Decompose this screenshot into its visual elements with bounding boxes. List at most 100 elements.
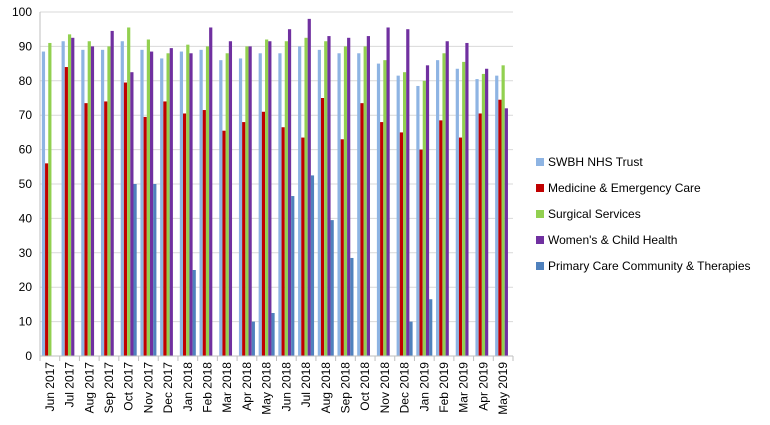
bar	[495, 75, 499, 356]
bar	[205, 46, 210, 357]
legend-swatch	[536, 262, 544, 270]
bar	[90, 46, 95, 357]
bar	[84, 103, 88, 356]
bar	[350, 257, 354, 356]
bar	[160, 58, 164, 356]
bar	[245, 46, 249, 357]
bar	[343, 46, 348, 357]
gridlines	[40, 11, 513, 323]
bar	[120, 41, 124, 357]
bar	[258, 53, 262, 356]
bar	[307, 18, 311, 356]
bar	[64, 67, 68, 356]
legend: SWBH NHS Trust Medicine & Emergency Care S…	[536, 155, 751, 273]
bar	[287, 29, 292, 356]
bar	[41, 51, 46, 357]
x-tick-label: Sep 2017	[102, 362, 116, 414]
bar	[419, 149, 423, 356]
bar	[485, 68, 489, 356]
bar	[386, 27, 390, 356]
bar	[396, 75, 400, 356]
bar	[357, 53, 361, 356]
bar	[48, 42, 52, 357]
bar	[445, 41, 449, 357]
bar	[406, 29, 410, 356]
x-tick-label: Oct 2018	[358, 362, 372, 411]
bar	[380, 122, 384, 356]
bar	[498, 99, 502, 356]
bar	[261, 111, 266, 356]
x-tick-label: Oct 2017	[122, 362, 136, 411]
legend-label: SWBH NHS Trust	[548, 155, 643, 169]
bar	[202, 110, 206, 356]
bar	[228, 41, 233, 357]
bar	[442, 53, 446, 356]
bar	[248, 46, 252, 357]
y-tick-label: 30	[19, 246, 33, 260]
x-tick-label: Sep 2018	[338, 362, 352, 414]
bar	[107, 46, 111, 357]
y-tick-label: 90	[19, 39, 33, 53]
legend-swatch	[536, 210, 544, 218]
x-tick-label: Aug 2018	[319, 362, 333, 414]
x-tick-label: Jan 2018	[181, 362, 195, 412]
x-tick-label: Aug 2017	[82, 362, 96, 414]
x-tick-label: Jul 2017	[63, 362, 77, 408]
bar	[127, 27, 131, 356]
bar	[130, 72, 134, 356]
y-tick-label: 100	[12, 5, 32, 19]
bar	[347, 37, 351, 357]
x-tick-label: Nov 2017	[141, 362, 155, 414]
bar	[409, 321, 413, 356]
x-tick-label: Feb 2018	[201, 362, 215, 413]
y-tick-label: 60	[19, 143, 33, 157]
legend-swatch	[536, 158, 544, 166]
bar	[416, 85, 420, 357]
y-tick-label: 40	[19, 211, 33, 225]
bar	[462, 61, 466, 356]
x-tick-label: Jul 2018	[299, 362, 313, 408]
bar	[399, 132, 404, 356]
legend-swatch	[536, 184, 544, 192]
bar	[360, 103, 364, 356]
bar	[110, 30, 114, 356]
y-tick-label: 10	[19, 315, 33, 329]
bar	[67, 34, 72, 357]
bar	[81, 49, 85, 357]
x-tick-label: Feb 2019	[437, 362, 451, 413]
x-tick-label: Jun 2017	[43, 362, 57, 412]
y-tick-label: 20	[19, 280, 33, 294]
bar	[242, 122, 246, 356]
bar	[133, 184, 137, 356]
legend-swatch	[536, 236, 544, 244]
bar	[219, 60, 223, 356]
bar	[425, 65, 430, 356]
bar	[149, 51, 154, 357]
bar	[166, 53, 170, 356]
y-tick-label: 80	[19, 74, 33, 88]
x-tick-label: Apr 2018	[240, 362, 254, 411]
bar	[291, 196, 295, 356]
bar	[183, 113, 187, 356]
x-tick-label: Apr 2019	[476, 362, 490, 411]
legend-label: Primary Care Community & Therapies	[548, 259, 751, 273]
bar	[45, 163, 49, 356]
y-tick-label: 0	[25, 349, 32, 363]
x-tick-label: Nov 2018	[378, 362, 392, 414]
axes	[39, 12, 514, 361]
bar	[298, 46, 302, 357]
x-tick-label: Mar 2019	[457, 362, 471, 413]
bar	[61, 41, 65, 357]
bar	[320, 98, 325, 356]
x-tick-label: Dec 2018	[398, 362, 412, 414]
bar	[436, 60, 440, 356]
bar	[192, 270, 196, 356]
bar	[281, 127, 285, 357]
bar	[222, 130, 226, 356]
bar	[422, 80, 426, 357]
bars	[41, 18, 508, 357]
bar	[330, 220, 334, 356]
bar	[478, 113, 482, 356]
bar	[455, 68, 459, 356]
